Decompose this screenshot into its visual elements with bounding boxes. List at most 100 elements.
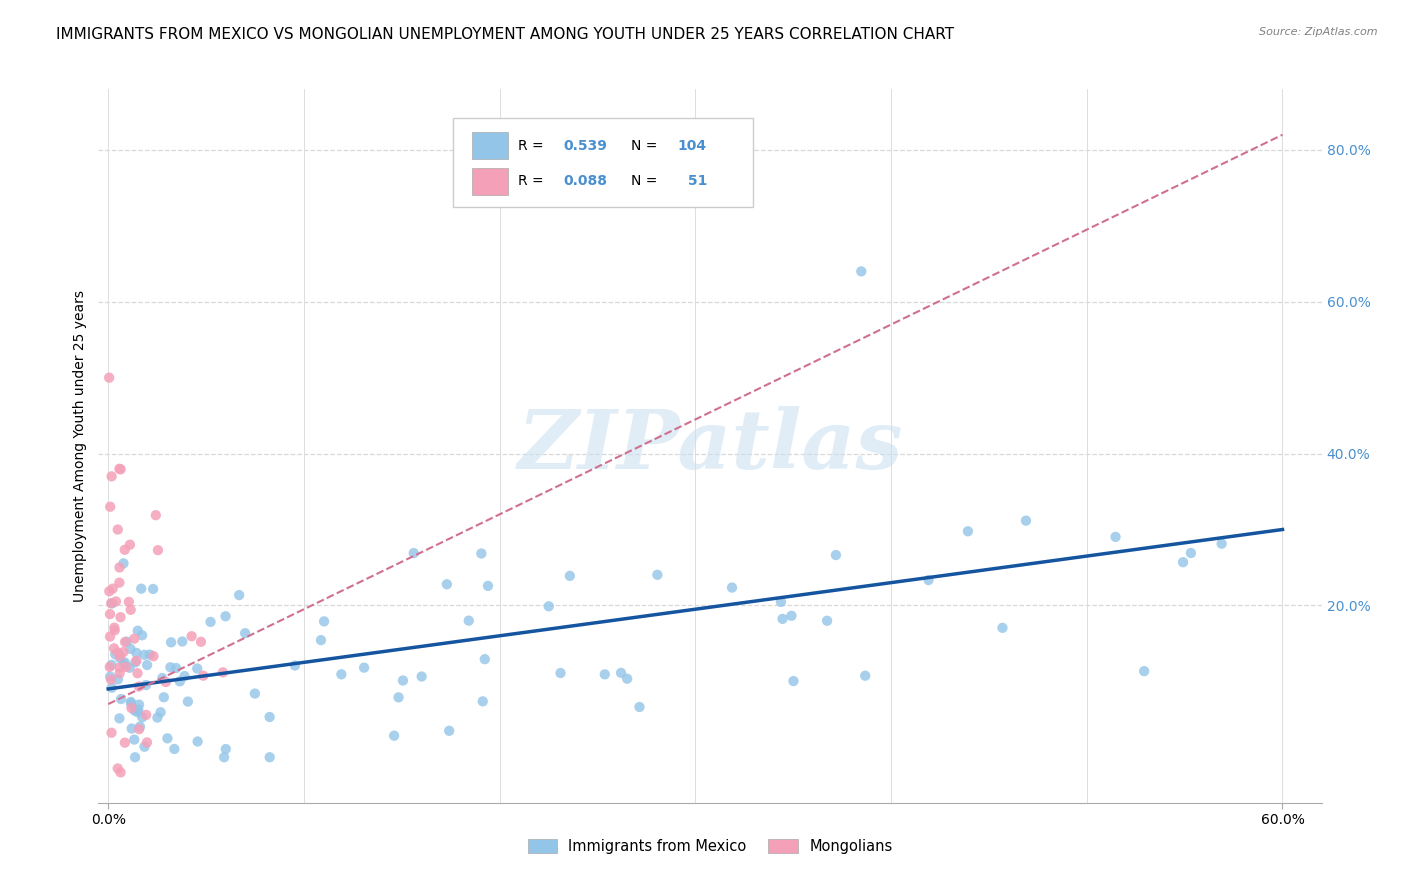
Point (160, 635, 183, 649)
Point (165, 661, 187, 675)
Point (180, 629, 202, 643)
Point (436, 577, 458, 591)
Point (437, 723, 460, 738)
Point (1015, 514, 1038, 528)
Point (769, 595, 792, 609)
Point (721, 581, 744, 595)
Point (107, 761, 129, 775)
Point (330, 667, 353, 681)
Text: 104: 104 (678, 138, 706, 153)
Point (100, 673, 122, 687)
Point (155, 675, 177, 690)
Point (782, 674, 804, 689)
Point (956, 524, 979, 539)
Point (616, 672, 638, 686)
Point (392, 673, 415, 688)
Point (114, 660, 136, 674)
Point (128, 722, 150, 736)
Point (108, 711, 131, 725)
Point (118, 595, 141, 609)
Point (156, 731, 179, 746)
Point (159, 660, 181, 674)
Point (127, 624, 149, 638)
Point (471, 694, 494, 708)
Point (172, 634, 194, 648)
Point (150, 671, 173, 685)
Point (193, 668, 215, 682)
Point (107, 673, 129, 687)
Point (134, 648, 156, 662)
Point (98, 500, 121, 514)
Point (550, 666, 572, 681)
Point (107, 646, 129, 660)
Point (125, 654, 148, 668)
Text: 51: 51 (683, 174, 707, 188)
Point (98, 607, 121, 621)
Text: 0.088: 0.088 (564, 174, 607, 188)
Point (215, 742, 238, 756)
Point (477, 579, 499, 593)
Point (114, 542, 136, 557)
Point (108, 666, 131, 681)
Point (402, 546, 425, 560)
Point (115, 634, 138, 648)
Point (135, 707, 157, 722)
Text: N =: N = (630, 138, 661, 153)
Point (1104, 530, 1126, 544)
Point (259, 710, 281, 724)
Point (142, 582, 165, 596)
Point (173, 669, 195, 683)
Point (124, 656, 146, 670)
Point (772, 612, 794, 626)
Point (146, 710, 169, 724)
Point (128, 698, 150, 712)
Point (825, 548, 848, 562)
Point (114, 736, 136, 750)
Point (121, 722, 143, 736)
Point (145, 508, 167, 523)
Point (558, 569, 581, 583)
Point (259, 750, 281, 764)
Point (284, 658, 307, 673)
Point (103, 621, 125, 635)
Point (411, 669, 433, 683)
Bar (471, 132, 508, 159)
Point (118, 538, 141, 552)
Point (108, 560, 131, 574)
Point (112, 657, 135, 672)
Point (120, 697, 142, 711)
Point (228, 588, 250, 602)
Point (593, 667, 616, 681)
Point (100, 657, 122, 672)
Point (186, 661, 208, 675)
Bar (471, 168, 508, 194)
Point (131, 628, 153, 642)
Point (1133, 664, 1156, 678)
Point (110, 765, 132, 780)
Point (120, 701, 142, 715)
Point (610, 665, 633, 680)
Point (124, 750, 146, 764)
Point (815, 614, 838, 628)
Point (120, 695, 142, 709)
Point (163, 742, 186, 756)
Text: 0.539: 0.539 (564, 138, 607, 153)
Point (98, 370, 121, 384)
Point (100, 596, 122, 610)
Point (110, 610, 132, 624)
Point (146, 543, 169, 558)
Point (190, 635, 212, 649)
Point (98, 670, 121, 684)
Point (212, 665, 235, 680)
Point (104, 594, 127, 608)
Point (108, 660, 131, 674)
Point (200, 615, 222, 629)
Point (98, 660, 121, 674)
Point (127, 666, 149, 681)
Point (474, 652, 496, 666)
Point (382, 729, 405, 743)
Point (129, 582, 152, 596)
Text: Source: ZipAtlas.com: Source: ZipAtlas.com (1260, 27, 1378, 37)
Point (107, 523, 129, 537)
Point (127, 705, 149, 719)
